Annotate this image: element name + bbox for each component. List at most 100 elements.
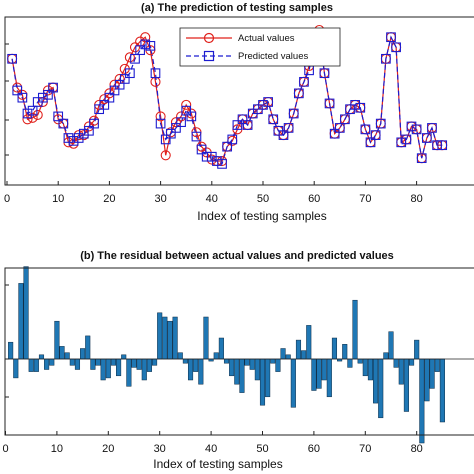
residual-bar xyxy=(218,337,224,360)
predicted-point xyxy=(78,128,89,139)
residual-bar xyxy=(357,358,363,364)
residual-bar xyxy=(64,352,70,360)
x-tick-label: 0 xyxy=(2,443,8,455)
residual-bar xyxy=(352,299,358,360)
residual-bar xyxy=(177,352,183,360)
residual-bar xyxy=(152,358,158,366)
predicted-point xyxy=(406,121,417,132)
predicted-point xyxy=(263,97,273,107)
residual-bar xyxy=(409,358,415,366)
residual-bar xyxy=(167,320,173,360)
predicted-point xyxy=(411,124,422,135)
residual-bar xyxy=(182,358,188,364)
legend-box xyxy=(179,27,341,67)
residual-bar xyxy=(121,354,127,360)
legend-predicted-label: Predicted values xyxy=(238,51,308,62)
residual-bar xyxy=(54,320,60,360)
predicted-point xyxy=(171,123,181,133)
residual-bar xyxy=(74,358,81,370)
predicted-point xyxy=(437,140,448,151)
predicted-point xyxy=(416,153,427,164)
residual-bar xyxy=(157,312,163,360)
predicted-point xyxy=(217,159,227,169)
predicted-point xyxy=(37,92,48,103)
predicted-point xyxy=(283,123,294,133)
residual-bar xyxy=(280,348,286,360)
residual-bar xyxy=(295,339,302,360)
predicted-point xyxy=(140,39,151,50)
legend: Actual values Predicted values xyxy=(179,27,341,67)
x-tick-label: 10 xyxy=(51,443,63,455)
predicted-point xyxy=(181,105,192,116)
x-tick-label: 10 xyxy=(52,193,64,205)
residual-bar xyxy=(146,358,152,372)
x-tick-label: 50 xyxy=(257,193,269,205)
residual-bar xyxy=(275,358,281,372)
predicted-point xyxy=(324,98,335,109)
residual-bar xyxy=(126,358,132,387)
x-tick-label: 40 xyxy=(206,193,218,205)
residual-bar xyxy=(244,358,250,366)
residual-bar xyxy=(198,358,204,385)
predicted-point xyxy=(68,136,79,146)
predicted-point xyxy=(89,118,99,129)
residual-bar xyxy=(321,358,327,381)
actual-point xyxy=(170,117,182,128)
residual-bar xyxy=(234,358,240,385)
predicted-point xyxy=(319,68,330,79)
panel-b-xlabel: Index of testing samples xyxy=(153,457,282,471)
actual-point xyxy=(176,111,187,122)
actual-point xyxy=(114,73,125,85)
x-tick-label: 80 xyxy=(411,443,423,455)
residual-bar xyxy=(326,358,332,398)
residual-bar xyxy=(90,358,96,370)
residual-bar xyxy=(95,358,101,366)
predicted-point xyxy=(299,76,309,87)
residual-bar xyxy=(44,358,50,370)
actual-point xyxy=(22,114,33,125)
actual-point xyxy=(160,150,171,161)
panel-a-plot-area xyxy=(7,24,448,169)
legend-predicted-marker xyxy=(203,50,215,62)
predicted-point xyxy=(150,68,161,79)
residual-bar xyxy=(373,358,379,404)
residual-bar xyxy=(259,358,266,406)
predicted-point xyxy=(48,82,58,93)
predicted-point xyxy=(365,137,376,148)
predicted-point xyxy=(340,114,350,125)
x-tick-label: 70 xyxy=(359,443,371,455)
residual-bar xyxy=(162,316,168,360)
predicted-point xyxy=(186,111,197,122)
residual-bar xyxy=(403,358,409,412)
legend-actual-label: Actual values xyxy=(238,33,295,44)
residual-bar xyxy=(131,358,137,368)
residual-bar xyxy=(239,358,245,393)
residual-bar xyxy=(424,358,430,402)
panel-a-x-ticks: 0 10 20 30 40 50 60 70 80 xyxy=(4,43,423,205)
residual-bar xyxy=(306,325,312,360)
x-tick-label: 60 xyxy=(308,193,320,205)
predicted-point xyxy=(258,100,268,110)
residual-bar xyxy=(203,316,209,360)
x-tick-label: 30 xyxy=(154,193,166,205)
predicted-point xyxy=(242,120,253,130)
actual-point xyxy=(129,42,141,53)
panel-a: (a) The prediction of testing samples 0 1… xyxy=(4,2,474,223)
residual-bar xyxy=(8,341,14,360)
x-tick-label: 40 xyxy=(205,443,217,455)
residual-bar xyxy=(347,358,353,368)
residual-bar xyxy=(301,350,307,360)
residual-bar xyxy=(254,358,260,381)
predicted-point xyxy=(391,42,401,53)
predicted-point xyxy=(43,89,53,100)
predicted-point xyxy=(268,114,279,125)
x-tick-label: 20 xyxy=(103,193,115,205)
residual-bar xyxy=(116,358,122,377)
predicted-point xyxy=(130,53,140,64)
predicted-point xyxy=(135,45,145,56)
x-tick-label: 70 xyxy=(359,193,371,205)
predicted-point xyxy=(360,124,371,135)
predicted-point xyxy=(27,105,38,116)
x-tick-label: 30 xyxy=(154,443,166,455)
